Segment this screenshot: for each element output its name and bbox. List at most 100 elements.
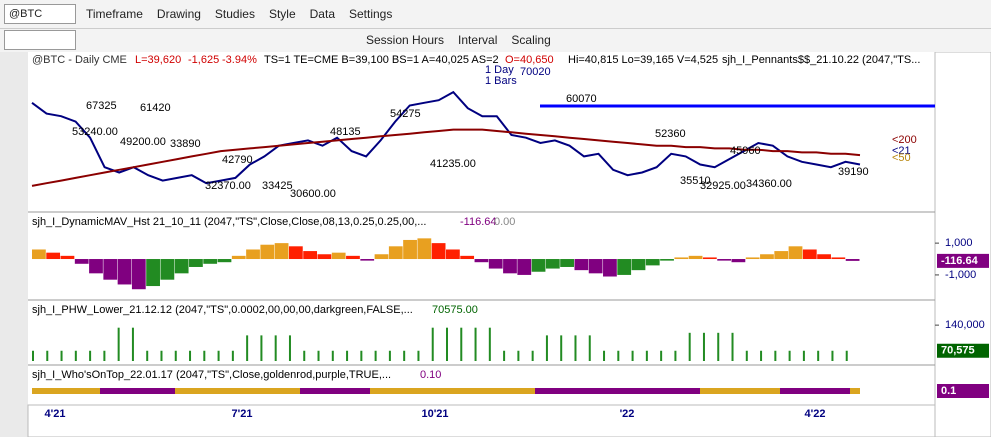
- phw-bar: [745, 350, 748, 361]
- menu[interactable]: Style: [268, 7, 296, 21]
- annotation: 30600.00: [290, 188, 336, 200]
- pane-value: 70575.00: [432, 304, 478, 316]
- annotation: 35510: [680, 175, 711, 187]
- status-text: TS=1 TE=CME B=39,100 BS=1 A=40,025 AS=2: [264, 54, 499, 66]
- hist-bar: [588, 259, 603, 274]
- status-text: O=40,650: [505, 54, 554, 66]
- phw-bar: [189, 350, 192, 361]
- symbol-box[interactable]: @BTC: [4, 4, 76, 24]
- phw-bar: [374, 350, 377, 361]
- hist-bar: [774, 251, 789, 260]
- phw-bar: [260, 335, 263, 361]
- annotation: 42790: [222, 154, 253, 166]
- date-axis: [27, 404, 936, 437]
- annotation: 54275: [390, 108, 421, 120]
- hist-bar: [217, 259, 232, 263]
- phw-bar: [474, 327, 477, 361]
- hist-bar: [817, 254, 831, 260]
- phw-bar: [831, 350, 834, 361]
- phw-bar: [431, 327, 434, 361]
- x-tick-label: 4'22: [805, 408, 826, 420]
- phw-bar: [531, 350, 534, 361]
- phw-bar: [317, 350, 320, 361]
- hist-bar: [189, 259, 203, 267]
- phw-bar: [246, 335, 249, 361]
- phw-bar: [788, 350, 791, 361]
- tool[interactable]: Scaling: [511, 33, 551, 47]
- menu[interactable]: Data: [309, 7, 335, 21]
- y-tick-label: -1,000: [945, 269, 976, 281]
- status-text: -3.94%: [222, 54, 257, 66]
- hist-bar: [560, 259, 574, 267]
- hist-bar: [645, 259, 660, 266]
- annotation: 48135: [330, 126, 361, 138]
- menu[interactable]: Timeframe: [86, 7, 143, 21]
- hist-bar: [688, 255, 703, 260]
- hist-bar: [89, 259, 103, 274]
- x-tick-label: 7'21: [232, 408, 253, 420]
- plot-area: [28, 52, 935, 405]
- hist-bar: [174, 259, 189, 274]
- phw-bar: [545, 335, 548, 361]
- annotation: 61420: [140, 102, 171, 114]
- annotation: <21: [892, 145, 911, 157]
- hist-bar: [488, 259, 503, 269]
- annotation: 33890: [170, 138, 201, 150]
- price-line: [31, 90, 861, 185]
- hist-bar: [160, 259, 175, 280]
- x-tick-label: '22: [620, 408, 635, 420]
- menu[interactable]: Drawing: [156, 7, 201, 21]
- pane-extra: 0.00: [494, 216, 515, 228]
- hist-bar: [346, 255, 360, 260]
- menu[interactable]: Studies: [214, 7, 255, 21]
- annotation: 33425: [262, 180, 293, 192]
- hist-bar: [531, 259, 546, 272]
- phw-bar: [60, 350, 63, 361]
- phw-bar: [446, 327, 448, 361]
- y-tick-label: 140,000: [945, 319, 985, 331]
- annotation: <200: [892, 134, 917, 146]
- hist-bar: [231, 255, 246, 260]
- hist-bar: [417, 238, 432, 260]
- annotation: 39190: [838, 166, 869, 178]
- hist-bar: [760, 254, 774, 260]
- pane-value: -116.64: [460, 216, 497, 228]
- phw-bar: [131, 327, 134, 361]
- hist-bar: [288, 246, 303, 260]
- phw-bar: [403, 350, 406, 361]
- phw-bar: [346, 350, 349, 361]
- phw-bar: [517, 350, 520, 361]
- hist-bar: [403, 239, 417, 260]
- phw-bar: [588, 335, 591, 361]
- last-box: [937, 384, 989, 398]
- price-line: [31, 128, 861, 187]
- tool[interactable]: Interval: [458, 33, 498, 47]
- tool[interactable]: Session Hours: [366, 33, 445, 47]
- hist-bar: [203, 259, 218, 264]
- annotation: 52360: [655, 128, 686, 140]
- phw-bar: [760, 350, 763, 361]
- hist-bar: [303, 251, 318, 260]
- hist-bar: [46, 252, 61, 260]
- menu[interactable]: Settings: [349, 7, 393, 21]
- hist-bar: [660, 259, 674, 261]
- pane-label: sjh_I_Who'sOnTop_22.01.17 (2047,"TS",Clo…: [32, 369, 391, 381]
- hist-bar: [517, 259, 532, 275]
- phw-bar: [660, 350, 663, 361]
- last-box: [937, 343, 989, 358]
- x-tick-label: 4'21: [45, 408, 66, 420]
- phw-bar: [503, 350, 506, 361]
- phw-bar: [32, 350, 34, 361]
- hist-bar: [460, 255, 475, 260]
- phw-bar: [360, 350, 363, 361]
- pane-value: 0.10: [420, 369, 441, 381]
- annotation: 70020: [520, 66, 551, 78]
- annotation: 53240.00: [72, 126, 118, 138]
- input-box[interactable]: [4, 30, 76, 50]
- hist-bar: [702, 257, 717, 260]
- sidebar: [0, 52, 28, 437]
- phw-bar: [146, 350, 149, 361]
- annotation: 45960: [730, 145, 761, 157]
- phw-bar: [702, 332, 705, 361]
